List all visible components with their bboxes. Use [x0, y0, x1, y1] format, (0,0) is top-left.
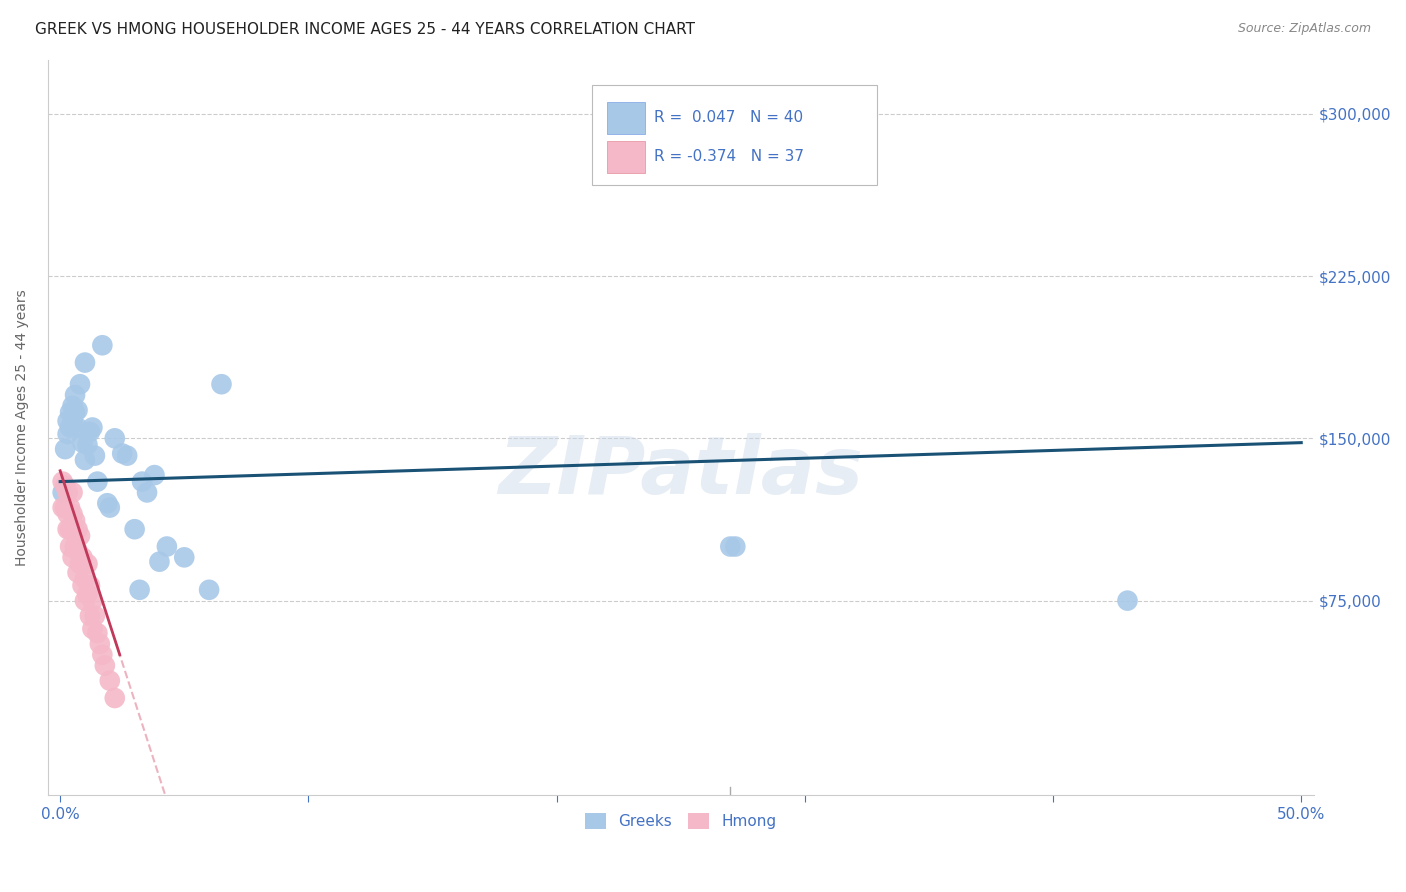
Point [1116, 593, 1139, 607]
Point [98, 500, 121, 515]
FancyBboxPatch shape [592, 86, 877, 185]
Point [66, 522, 89, 536]
Point [63, 388, 86, 402]
Point [62, 414, 84, 428]
Point [62, 507, 84, 521]
Text: Source: ZipAtlas.com: Source: ZipAtlas.com [1237, 22, 1371, 36]
Point [76, 438, 98, 452]
Point [82, 420, 104, 434]
Point [94, 658, 117, 673]
Point [53, 500, 76, 515]
Point [76, 557, 98, 571]
Point [148, 555, 170, 569]
Point [131, 475, 153, 489]
Point [104, 431, 127, 445]
Legend: Greeks, Hmong: Greeks, Hmong [579, 807, 783, 836]
Point [56, 522, 79, 536]
Point [63, 405, 86, 419]
Point [69, 529, 91, 543]
Point [79, 578, 101, 592]
Y-axis label: Householder Income Ages 25 - 44 years: Householder Income Ages 25 - 44 years [15, 289, 30, 566]
Point [72, 550, 94, 565]
Point [73, 453, 96, 467]
Point [84, 449, 107, 463]
Point [73, 572, 96, 586]
Text: ZIPatlas: ZIPatlas [498, 433, 863, 510]
Point [718, 540, 741, 554]
FancyBboxPatch shape [607, 141, 645, 173]
Point [66, 403, 89, 417]
Point [76, 587, 98, 601]
Point [59, 540, 82, 554]
Point [72, 435, 94, 450]
Point [59, 420, 82, 434]
Text: R =  0.047   N = 40: R = 0.047 N = 40 [654, 111, 803, 125]
Point [66, 544, 89, 558]
Point [66, 566, 89, 580]
Point [124, 522, 146, 536]
Point [128, 582, 150, 597]
Point [96, 496, 118, 510]
Point [56, 507, 79, 521]
Point [73, 355, 96, 369]
Point [136, 485, 159, 500]
Point [53, 479, 76, 493]
Point [59, 522, 82, 536]
Point [104, 691, 127, 706]
Point [156, 540, 179, 554]
Point [62, 550, 84, 565]
Point [69, 557, 91, 571]
Text: R = -0.374   N = 37: R = -0.374 N = 37 [654, 149, 804, 164]
Text: GREEK VS HMONG HOUSEHOLDER INCOME AGES 25 - 44 YEARS CORRELATION CHART: GREEK VS HMONG HOUSEHOLDER INCOME AGES 2… [35, 22, 695, 37]
Point [73, 593, 96, 607]
Point [79, 608, 101, 623]
Point [82, 622, 104, 636]
Point [198, 582, 221, 597]
Point [52, 485, 75, 500]
Point [173, 550, 195, 565]
Point [79, 425, 101, 439]
Point [82, 593, 104, 607]
Point [143, 468, 166, 483]
Point [98, 673, 121, 688]
Point [89, 637, 111, 651]
Point [62, 485, 84, 500]
Point [86, 626, 108, 640]
Point [56, 485, 79, 500]
Point [84, 608, 107, 623]
Point [86, 475, 108, 489]
Point [111, 446, 134, 460]
Point [63, 514, 86, 528]
Point [69, 377, 91, 392]
Point [56, 414, 79, 428]
Point [72, 578, 94, 592]
Point [53, 442, 76, 457]
FancyBboxPatch shape [607, 102, 645, 134]
Point [52, 475, 75, 489]
Point [91, 648, 114, 662]
Point [115, 449, 138, 463]
Point [724, 540, 747, 554]
Point [66, 420, 89, 434]
Point [52, 500, 75, 515]
Point [91, 338, 114, 352]
Point [62, 399, 84, 413]
Point [59, 500, 82, 515]
Point [59, 405, 82, 419]
Point [56, 427, 79, 442]
Point [211, 377, 233, 392]
Point [63, 540, 86, 554]
